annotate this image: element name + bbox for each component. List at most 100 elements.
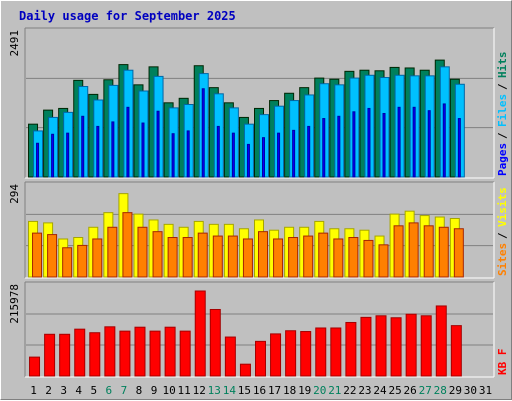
bar-pages-day-13 [216,125,220,178]
bar-kb-f-day-8 [134,326,146,377]
x-tick-label: 12 [193,384,206,397]
bar-sites-day-1 [32,232,43,278]
bar-pages-day-20 [322,118,326,178]
y-tick-label: 215978 [8,284,21,324]
bar-sites-day-11 [182,237,193,278]
bar-kb-f-day-1 [29,356,41,377]
legend: Sites / Visits [496,187,509,276]
x-tick-label: 14 [223,384,237,397]
x-tick-label: 31 [479,384,492,397]
bar-pages-day-18 [292,129,296,178]
bar-kb-f-day-24 [375,315,387,377]
panel-visits-sites: 294 Sites / Visits [8,181,509,279]
bar-pages-day-2 [51,133,55,178]
bar-kb-f-day-18 [285,330,297,377]
bar-sites-day-18 [288,237,299,278]
bar-sites-day-14 [227,235,238,278]
x-tick-label: 17 [268,384,281,397]
bar-kb-f-day-10 [164,326,176,377]
x-tick-label: 29 [449,384,462,397]
legend-files: Files [496,94,509,127]
bar-sites-day-26 [408,222,419,278]
bar-sites-day-28 [438,226,449,278]
bar-pages-day-17 [277,132,281,178]
bar-pages-day-22 [352,111,356,178]
bar-pages-day-1 [36,142,40,178]
bar-kb-f-day-4 [74,328,86,377]
y-tick-label: 2491 [8,30,21,57]
bar-sites-day-2 [47,234,58,278]
bar-sites-day-24 [378,244,389,278]
bar-sites-day-22 [348,237,359,278]
x-axis-labels: 1 2 3 4 5 6 7 8 9 10 11 12 13 14 15 16 17 18 19 20 21 22 23 24 2… [30,384,492,397]
bar-sites-day-20 [318,232,329,278]
bar-kb-f-day-11 [179,330,191,377]
bar-kb-f-day-29 [450,325,462,377]
x-tick-label: 26 [404,384,417,397]
bar-kb-f-day-19 [300,331,312,377]
bar-pages-day-19 [307,125,311,178]
x-tick-label: 6 [106,384,113,397]
bar-kb-f-day-16 [255,340,266,377]
x-tick-label: 15 [238,384,251,397]
bar-kb-f-day-6 [104,326,116,377]
bar-pages-day-26 [412,106,416,178]
bar-pages-day-16 [262,137,265,178]
x-tick-label: 7 [121,384,128,397]
bar-sites-day-5 [92,238,103,278]
bar-pages-day-27 [427,110,431,178]
x-tick-label: 18 [283,384,296,397]
x-tick-label: 27 [419,384,432,397]
x-tick-label: 21 [328,384,341,397]
bar-pages-day-4 [81,115,85,178]
bar-sites-day-6 [107,226,118,278]
x-tick-label: 4 [75,384,82,397]
bar-pages-day-12 [201,88,205,178]
x-tick-label: 5 [90,384,97,397]
bar-sites-day-21 [333,238,344,278]
bar-sites-day-15 [242,238,253,278]
panels: 2491 Pages / Files / Hits 294 Sites / Visits 21597… [8,27,509,378]
bar-pages-day-14 [231,132,235,178]
bar-sites-day-4 [77,244,88,278]
bar-sites-day-29 [453,228,464,278]
legend-separator: / [496,83,509,90]
bar-sites-day-25 [393,225,404,278]
bar-pages-day-15 [246,143,250,178]
bar-kb-f-day-23 [360,316,372,377]
legend-separator: / [496,132,509,139]
bar-pages-day-10 [171,133,175,178]
x-tick-label: 19 [298,384,311,397]
bar-kb-f-day-21 [330,327,342,377]
bar-pages-day-7 [126,106,130,178]
legend: KB F [496,349,509,376]
bar-kb-f-day-15 [239,363,251,377]
bar-kb-f-day-13 [209,308,221,377]
legend-pages: Pages [496,143,509,176]
bar-kb-f-day-2 [44,333,56,377]
x-tick-label: 2 [45,384,52,397]
legend-hits: Hits [496,52,509,79]
bar-sites-day-27 [423,225,434,278]
bar-sites-day-16 [258,231,268,278]
bar-pages-day-6 [111,121,115,178]
bar-pages-day-8 [141,122,145,178]
bar-kb-f-day-3 [59,333,71,377]
bar-kb-f-day-26 [405,313,417,377]
legend-kb-f: KB F [496,349,509,376]
bar-kb-f-day-7 [119,330,131,377]
bar-pages-day-28 [442,103,446,178]
bar-pages-day-11 [186,130,190,178]
x-tick-label: 3 [60,384,67,397]
bar-kb-f-day-17 [270,333,282,377]
bar-pages-day-24 [382,112,386,178]
bar-kb-f-day-20 [315,327,327,377]
bar-sites-day-10 [167,237,178,278]
x-tick-label: 22 [343,384,356,397]
x-tick-label: 23 [358,384,371,397]
bar-kb-f-day-14 [224,336,236,377]
bar-kb-f-day-5 [89,332,101,377]
x-tick-label: 13 [208,384,221,397]
chart-title: Daily usage for September 2025 [19,9,236,23]
